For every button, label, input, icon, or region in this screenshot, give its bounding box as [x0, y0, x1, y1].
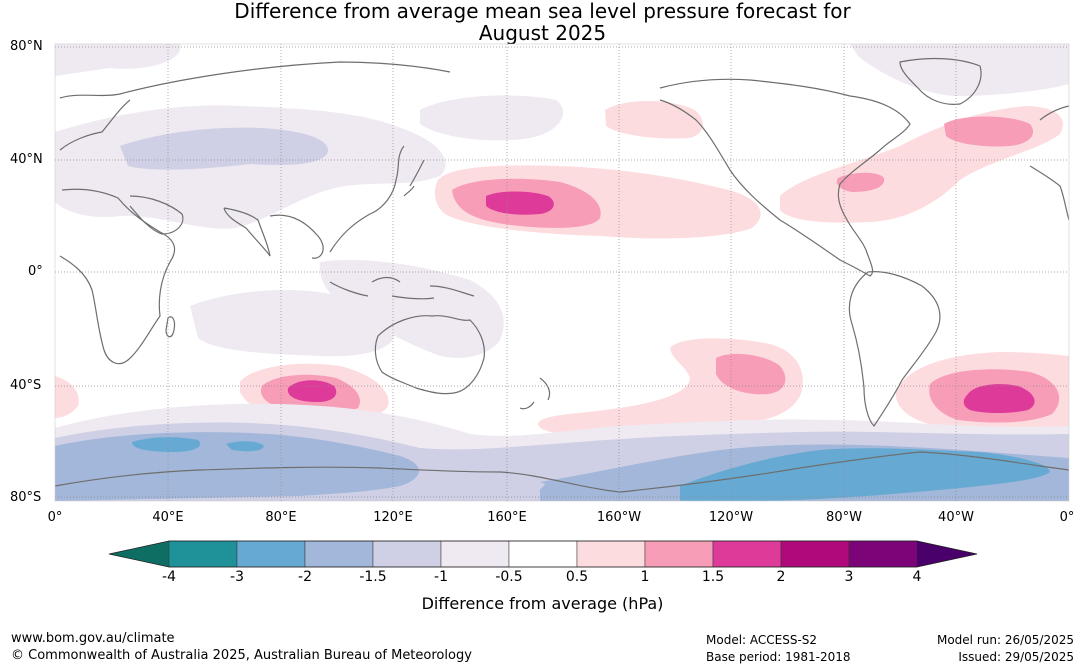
colorbar-tick-minus-0-5: -0.5: [495, 569, 523, 585]
colorbar-tick-minus-3: -3: [230, 569, 244, 585]
colorbar-swatch: [508, 540, 578, 568]
colorbar-swatch: [780, 540, 850, 568]
central-asia-blue-field: [120, 127, 329, 170]
colorbar-swatch: [848, 540, 918, 568]
japan-coast: [403, 159, 425, 197]
colorbar-extend-high: [917, 541, 977, 567]
graticule: [55, 44, 1069, 501]
europe-right: [1039, 105, 1069, 121]
west-africa-right: [1029, 165, 1069, 221]
north-pacific-high-core: [486, 191, 554, 215]
colorbar-tick-1: 1: [640, 569, 650, 585]
bermuda-mid: [836, 172, 885, 192]
lon-label-80e: 80°E: [265, 510, 297, 525]
anomaly-fields: [55, 44, 1069, 501]
colorbar-tick-minus-2: -2: [298, 569, 312, 585]
colorbar-extend-low: [109, 541, 169, 567]
north-atlantic-high-mid: [944, 116, 1034, 147]
colorbar-tick-minus-4: -4: [162, 569, 176, 585]
australia-coast: [374, 315, 485, 395]
colorbar-tick-4: 4: [912, 569, 922, 585]
colorbar-outline: [108, 540, 978, 568]
map-frame: [54, 43, 1070, 502]
lat-label-80s: 80°S: [10, 490, 42, 505]
lat-label-80n: 80°N: [10, 39, 43, 54]
northpacific-lilac-field: [420, 95, 564, 141]
colorbar-tick-minus-1-5: -1.5: [359, 569, 387, 585]
lat-label-40s: 40°S: [10, 378, 42, 393]
south-pacific-high-mid: [716, 353, 786, 395]
africa-coast: [59, 188, 176, 365]
colorbar: [108, 540, 978, 568]
south-atlantic-west-positive: [55, 376, 79, 418]
colorbar-tick-1-5: 1.5: [701, 569, 725, 585]
footer-website[interactable]: www.bom.gov.au/climate: [11, 631, 175, 646]
maritime-continent-lilac: [319, 260, 504, 358]
colorbar-swatch: [304, 540, 374, 568]
footer-copyright: © Commonwealth of Australia 2025, Austra…: [11, 648, 472, 663]
lon-label-160w: 160°W: [596, 510, 642, 525]
colorbar-swatch: [712, 540, 782, 568]
eastern-arctic-lilac: [850, 44, 1069, 96]
lat-label-0: 0°: [28, 264, 43, 279]
amundsen-sea-low-core: [680, 448, 1050, 501]
colorbar-tick-2: 2: [776, 569, 786, 585]
eastasia-coast: [269, 145, 405, 259]
arabia-coast: [129, 195, 184, 235]
lat-label-40n: 40°N: [10, 152, 43, 167]
indonesia-coast: [329, 276, 475, 300]
lon-label-120w: 120°W: [708, 510, 754, 525]
lon-label-40w: 40°W: [938, 510, 974, 525]
map-title-line-2: August 2025: [478, 21, 607, 45]
map-title-line-1: Difference from average mean sea level p…: [234, 0, 851, 23]
colorbar-swatch: [576, 540, 646, 568]
gulf-of-alaska-positive: [605, 101, 703, 139]
madagascar-coast: [165, 316, 176, 338]
colorbar-tick-3: 3: [844, 569, 854, 585]
colorbar-swatch: [168, 540, 238, 568]
north-america-coast: [659, 78, 911, 277]
colorbar-swatch: [440, 540, 510, 568]
lon-label-0-right: 0°: [1059, 510, 1075, 525]
indian-ocean-lilac: [190, 290, 395, 357]
lon-label-120e: 120°E: [373, 510, 413, 525]
colorbar-swatch: [372, 540, 442, 568]
colorbar-swatch: [644, 540, 714, 568]
colorbar-tick-0-5: 0.5: [565, 569, 589, 585]
ross-sea-lilac-gap: [478, 476, 545, 498]
india-coast: [223, 207, 271, 257]
south-indian-high-core: [287, 380, 337, 402]
lon-label-160e: 160°E: [487, 510, 527, 525]
footer-model: Model: ACCESS-S2: [706, 633, 818, 647]
new-zealand-coast: [519, 377, 551, 410]
arctic-lilac-field: [55, 44, 181, 76]
antarctica-coast: [55, 451, 1069, 493]
eurasia-north-coast: [59, 61, 451, 99]
lon-label-40e: 40°E: [152, 510, 184, 525]
colorbar-label: Difference from average (hPa): [421, 594, 664, 613]
lon-label-80w: 80°W: [826, 510, 862, 525]
south-america-coast: [848, 271, 941, 427]
footer-model-run: Model run: 26/05/2025: [936, 633, 1074, 647]
greenland-coast: [899, 57, 982, 105]
indian-southern-low-2: [226, 441, 264, 452]
europe-coast: [59, 99, 131, 151]
lon-label-0-left: 0°: [47, 510, 63, 525]
footer-base-period: Base period: 1981-2018: [706, 650, 851, 664]
indian-southern-low: [132, 437, 201, 452]
colorbar-swatch: [236, 540, 306, 568]
footer-issued: Issued: 29/05/2025: [958, 650, 1074, 664]
coastlines: [55, 57, 1069, 493]
colorbar-tick-minus-1: -1: [434, 569, 448, 585]
south-atlantic-high-core: [963, 384, 1035, 413]
eurasia-lilac-field: [55, 105, 446, 229]
